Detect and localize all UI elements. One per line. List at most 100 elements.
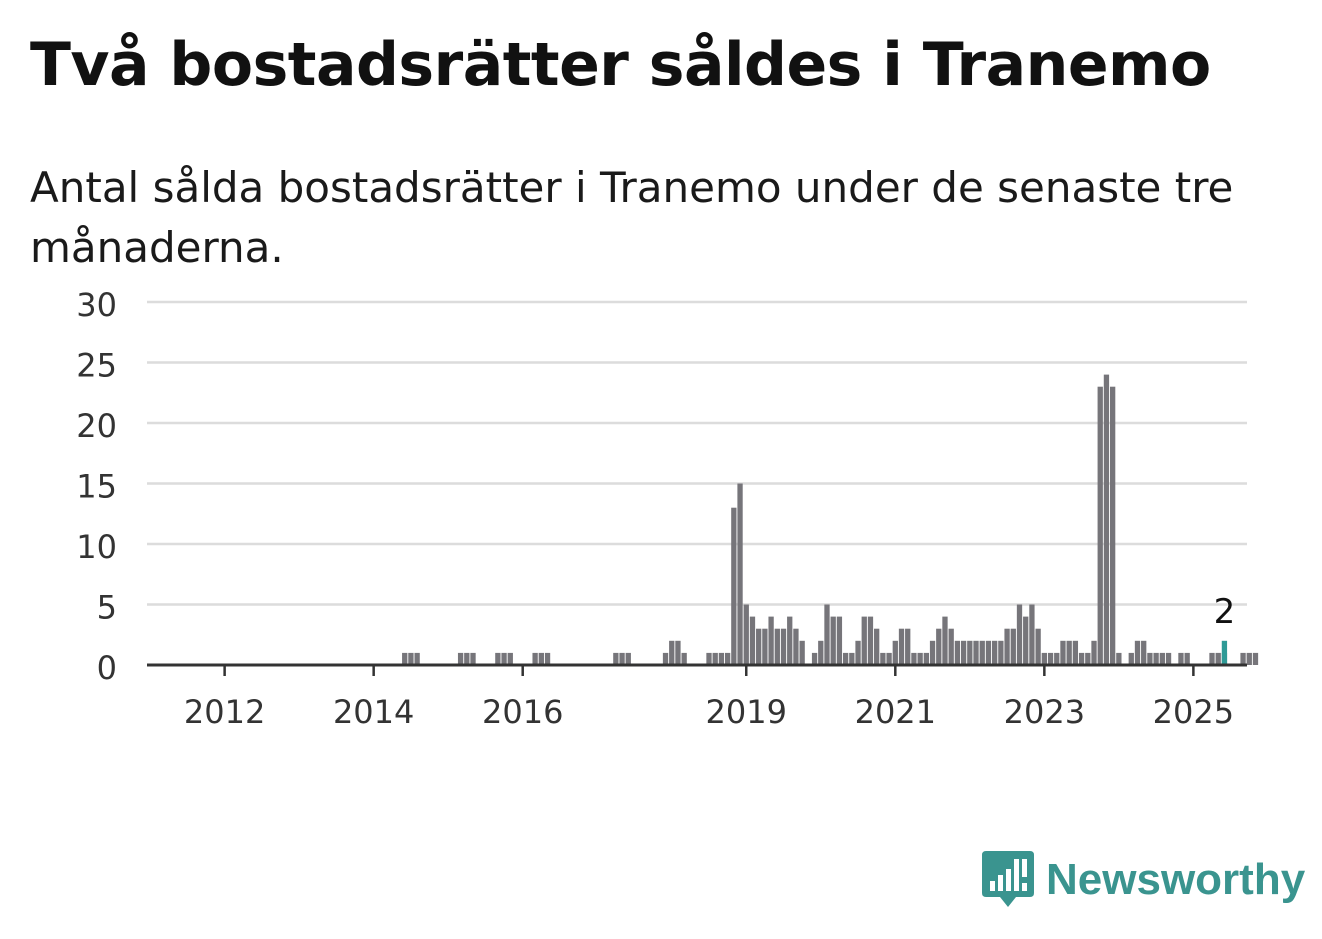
y-tick-label: 0 xyxy=(97,649,117,687)
bar xyxy=(799,640,805,665)
y-tick-label: 20 xyxy=(76,407,117,445)
bar xyxy=(942,616,948,665)
bar xyxy=(544,652,551,665)
bar xyxy=(669,640,675,665)
bar xyxy=(855,640,861,665)
bar xyxy=(1215,652,1221,665)
bar xyxy=(818,640,824,665)
x-tick-label: 2016 xyxy=(482,693,563,731)
x-tick-label: 2023 xyxy=(1004,693,1085,731)
bar xyxy=(1091,640,1097,665)
bar xyxy=(967,640,973,665)
bar xyxy=(619,652,625,665)
bar xyxy=(470,652,476,665)
bar xyxy=(830,616,836,665)
bar xyxy=(457,652,464,665)
y-tick-label: 25 xyxy=(76,347,117,385)
x-tick-label: 2014 xyxy=(333,693,414,731)
bar xyxy=(1184,652,1190,665)
x-tick-label: 2025 xyxy=(1153,693,1234,731)
bar xyxy=(1110,386,1116,665)
bar xyxy=(880,652,886,665)
bar xyxy=(1141,640,1147,665)
bar xyxy=(681,652,687,665)
bar xyxy=(842,652,849,665)
bar xyxy=(1004,628,1010,665)
bar xyxy=(960,640,967,665)
y-tick-label: 15 xyxy=(76,468,117,506)
bar xyxy=(923,652,929,665)
bar xyxy=(898,628,905,665)
bar xyxy=(998,640,1004,665)
bar xyxy=(874,628,880,665)
newsworthy-logo-icon xyxy=(982,851,1034,907)
bar xyxy=(793,628,799,665)
bar xyxy=(954,640,961,665)
bar xyxy=(1097,386,1103,665)
bar xyxy=(886,652,892,665)
brand-logo: Newsworthy xyxy=(980,848,1305,912)
bar xyxy=(861,616,867,665)
bar xyxy=(1246,652,1252,665)
x-tick-label: 2012 xyxy=(184,693,265,731)
bar xyxy=(464,652,470,665)
bar xyxy=(1072,640,1079,665)
chart-title: Två bostadsrätter såldes i Tranemo xyxy=(30,30,1211,100)
bar xyxy=(948,628,954,665)
data-label: 2 xyxy=(1214,592,1236,632)
bar xyxy=(985,640,992,665)
bar xyxy=(743,604,749,665)
bar xyxy=(1035,628,1041,665)
bar xyxy=(1153,652,1159,665)
bar xyxy=(1041,652,1047,665)
bar xyxy=(1103,374,1110,665)
x-tick-label: 2019 xyxy=(706,693,787,731)
bar xyxy=(849,652,855,665)
bar xyxy=(749,616,756,665)
bar xyxy=(774,628,780,665)
bar xyxy=(867,616,874,665)
bar xyxy=(706,652,712,665)
bar xyxy=(675,640,681,665)
bar xyxy=(1023,616,1029,665)
bar xyxy=(1047,652,1054,665)
bar xyxy=(532,652,538,665)
bar xyxy=(1029,604,1035,665)
bar xyxy=(625,652,631,665)
bar xyxy=(979,640,985,665)
bar xyxy=(1078,652,1085,665)
bar xyxy=(538,652,544,665)
bar xyxy=(1085,652,1091,665)
brand-name: Newsworthy xyxy=(1046,855,1306,904)
bar xyxy=(1178,652,1184,665)
x-tick-label: 2021 xyxy=(855,693,936,731)
bar xyxy=(501,652,507,665)
bar xyxy=(718,652,725,665)
bar xyxy=(613,652,619,665)
bar xyxy=(1116,652,1122,665)
bar xyxy=(836,616,843,665)
bar xyxy=(1054,652,1060,665)
bar xyxy=(992,640,998,665)
bar xyxy=(414,652,420,665)
bar xyxy=(1159,652,1165,665)
bar xyxy=(1060,640,1066,665)
highlight-bar xyxy=(1221,640,1228,665)
bar xyxy=(408,652,414,665)
bar xyxy=(1066,640,1072,665)
y-tick-label: 30 xyxy=(76,286,117,324)
bar xyxy=(1147,652,1153,665)
bar xyxy=(1209,652,1215,665)
bar xyxy=(811,652,818,665)
chart-subtitle: Antal sålda bostadsrätter i Tranemo unde… xyxy=(30,163,1234,272)
bar xyxy=(1134,640,1141,665)
bar xyxy=(973,640,979,665)
bar xyxy=(1010,628,1016,665)
bar xyxy=(507,652,513,665)
bar xyxy=(731,507,737,665)
bar xyxy=(787,616,793,665)
bar xyxy=(1016,604,1023,665)
bar xyxy=(756,628,762,665)
bar xyxy=(780,628,787,665)
